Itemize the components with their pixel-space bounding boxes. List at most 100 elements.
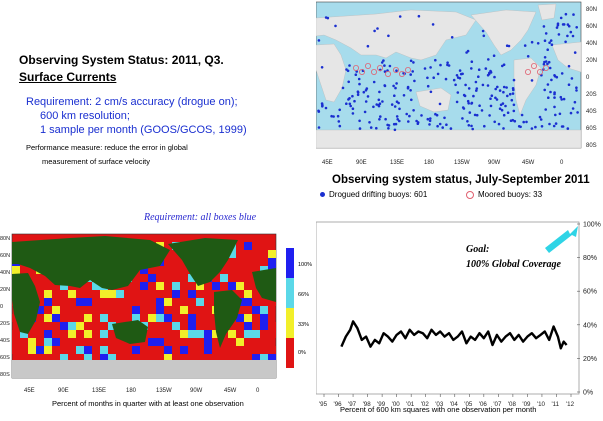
drifting-buoy-dot	[566, 127, 570, 130]
drifting-buoy-dot	[438, 102, 442, 106]
drifting-buoy-dot	[512, 109, 516, 113]
drifting-buoy-dot	[575, 89, 578, 92]
coverage-cell	[196, 330, 204, 338]
drifting-buoy-dot	[458, 69, 462, 72]
moored-buoy-ring	[524, 69, 531, 76]
coverage-cell	[220, 354, 228, 362]
drifting-buoy-dot	[402, 94, 406, 97]
drifting-buoy-dot	[484, 67, 488, 70]
moored-buoy-ring	[365, 63, 372, 70]
drifting-buoy-dot	[573, 51, 577, 54]
requirement-line-2: 600 km resolution;	[40, 110, 130, 122]
coverage-cell	[28, 346, 36, 354]
drifting-buoy-dot	[321, 105, 324, 108]
drifting-buoy-dot	[550, 43, 554, 46]
drifting-buoy-dot	[530, 79, 534, 82]
drifting-buoy-dot	[445, 123, 448, 126]
drifting-buoy-dot	[326, 16, 330, 20]
coverage-cell	[44, 314, 52, 322]
moored-buoy-ring	[393, 67, 400, 74]
drifting-buoy-dot	[542, 62, 546, 66]
lon-label: 45W	[522, 160, 535, 166]
lat-label: 80N	[586, 7, 597, 13]
performance-line-1: Performance measure: reduce the error in…	[26, 143, 188, 152]
coverage-cell	[260, 314, 268, 322]
coverage-cell	[196, 282, 204, 290]
legend-moored: Moored buoys: 33	[466, 190, 542, 199]
coverage-cell	[148, 306, 156, 314]
drifting-buoy-dot	[351, 112, 355, 115]
coverage-cell	[212, 282, 220, 290]
drifting-buoy-dot	[564, 12, 568, 16]
drifting-buoy-dot	[357, 77, 361, 81]
drifting-buoy-dot	[465, 51, 468, 54]
coverage-cell	[244, 330, 252, 338]
coverage-cell	[84, 290, 92, 298]
coverage-cell	[44, 290, 52, 298]
x-tick-label: '07	[493, 401, 502, 408]
coverage-cell	[244, 290, 252, 298]
drifting-buoy-dot	[482, 34, 486, 38]
drifting-buoy-dot	[464, 83, 467, 87]
drifting-buoy-dot	[358, 82, 361, 86]
drifting-buoy-dot	[450, 36, 454, 39]
drifting-buoy-dot	[409, 89, 412, 92]
lat-label: 20S	[0, 321, 10, 327]
drifting-buoy-dot	[571, 34, 575, 38]
drifting-buoy-dot	[502, 90, 505, 94]
coverage-cell	[36, 306, 44, 314]
drifting-buoy-dot	[512, 103, 516, 107]
colorbar-yellow	[286, 308, 294, 338]
drifting-buoy-dot	[338, 124, 342, 128]
drifting-buoy-dot	[478, 104, 481, 107]
drifting-buoy-dot	[567, 64, 571, 68]
drifting-buoy-dot	[536, 42, 540, 45]
drifting-buoy-dot	[497, 122, 501, 126]
drifting-buoy-dot	[398, 107, 401, 111]
coverage-cell	[204, 354, 212, 362]
drifting-buoy-dot	[508, 92, 512, 96]
coverage-cell	[212, 330, 220, 338]
drifting-buoy-dot	[512, 78, 516, 82]
lon-label: 135E	[390, 160, 404, 166]
drifting-buoy-dot	[561, 23, 565, 26]
drifting-buoy-dot	[395, 82, 398, 85]
drifting-buoy-dot	[409, 73, 412, 76]
coverage-cell	[252, 322, 260, 330]
legend-moored-label: Moored buoys: 33	[478, 190, 543, 199]
drifting-buoy-dot	[489, 104, 493, 108]
drifting-buoy-dot	[412, 61, 415, 64]
drifting-buoy-dot	[420, 114, 423, 117]
drifting-buoy-dot	[477, 68, 481, 71]
continents	[315, 3, 582, 149]
drifting-buoy-dot	[557, 33, 561, 36]
drifting-buoy-marker-icon	[320, 192, 325, 197]
drifting-buoy-dot	[475, 87, 479, 90]
drifting-buoy-dot	[454, 83, 457, 87]
coverage-cell	[156, 282, 164, 290]
lat-label: 80S	[0, 372, 10, 378]
drifting-buoy-dot	[426, 117, 430, 121]
drifting-buoy-dot	[504, 104, 507, 108]
y-tick-label: 0%	[583, 390, 593, 397]
lat-label: 0	[0, 304, 3, 310]
drifting-buoy-dot	[346, 69, 350, 73]
drifting-buoy-dot	[544, 60, 548, 63]
drifting-buoy-dot	[334, 24, 337, 28]
drifting-buoy-dot	[490, 94, 494, 97]
drifting-buoy-dot	[492, 54, 496, 57]
coverage-cell	[100, 330, 108, 338]
drifting-buoy-dot	[489, 71, 493, 74]
coverage-cell	[124, 306, 132, 314]
coverage-cell	[44, 338, 52, 346]
greenland-landmass	[537, 3, 557, 21]
drifting-buoy-dot	[392, 84, 395, 88]
drifting-buoy-dot	[394, 86, 397, 90]
coverage-cell	[228, 258, 236, 266]
coverage-cell	[140, 266, 148, 274]
lon-label: 180	[126, 388, 137, 394]
coverage-continents	[12, 236, 276, 348]
coverage-cell	[84, 282, 92, 290]
coverage-cell	[172, 290, 180, 298]
coverage-cell	[100, 354, 108, 362]
